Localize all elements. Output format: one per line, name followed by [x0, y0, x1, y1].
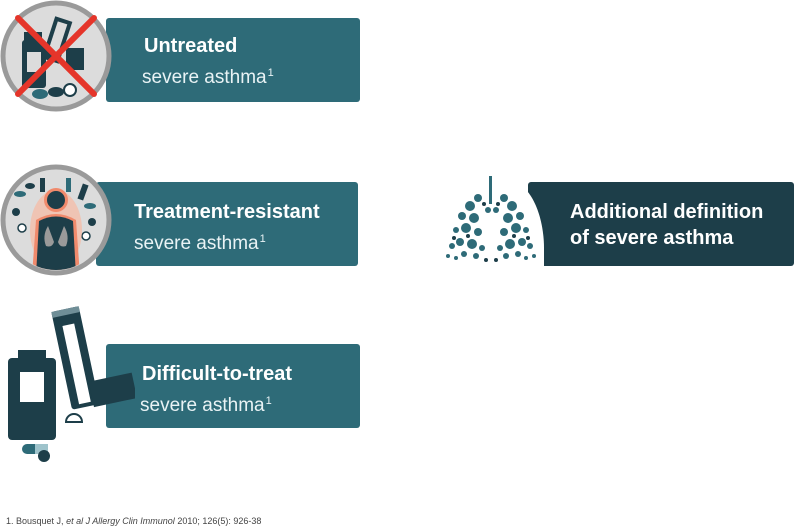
resistant-body-icon [0, 164, 112, 276]
untreated-card: Untreated severe asthma1 [106, 18, 360, 102]
medications-crossed-icon [0, 0, 112, 112]
untreated-subtitle: severe asthma1 [142, 67, 274, 88]
treatment-resistant-subtitle: severe asthma1 [134, 233, 266, 254]
difficult-to-treat-card: Difficult-to-treat severe asthma1 [106, 344, 360, 428]
difficult-to-treat-title: Difficult-to-treat [142, 363, 292, 385]
additional-definition-title-line1: Additional definition [570, 201, 764, 223]
treatment-resistant-title: Treatment-resistant [134, 201, 320, 223]
difficult-to-treat-subtitle: severe asthma1 [140, 395, 272, 416]
lungs-icon [446, 176, 544, 266]
additional-definition-title-line2: of severe asthma [570, 227, 734, 249]
treatment-resistant-card: Treatment-resistant severe asthma1 [96, 182, 358, 266]
untreated-title: Untreated [144, 35, 238, 57]
additional-definition-card: Additional definition of severe asthma [528, 182, 794, 266]
footnote: 1. Bousquet J, et al J Allergy Clin Immu… [6, 516, 262, 526]
inhaler-icon [8, 306, 135, 462]
